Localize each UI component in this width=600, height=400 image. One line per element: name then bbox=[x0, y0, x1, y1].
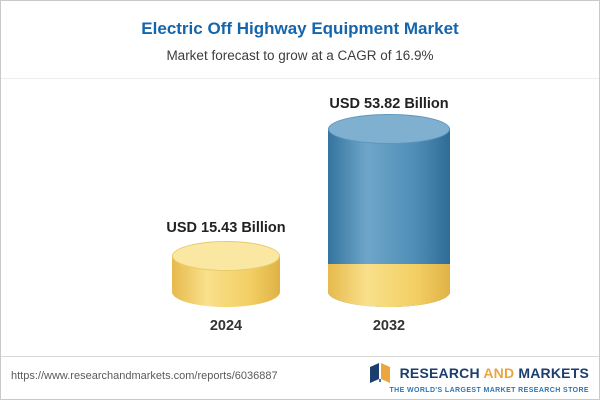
brand-word-markets: MARKETS bbox=[518, 365, 589, 381]
brand-name: RESEARCH AND MARKETS bbox=[400, 365, 589, 381]
x-axis-label-2024: 2024 bbox=[209, 318, 243, 334]
chart-subtitle: Market forecast to grow at a CAGR of 16.… bbox=[166, 48, 434, 63]
cylinder-2032-top bbox=[328, 114, 450, 144]
report-url-link[interactable]: https://www.researchandmarkets.com/repor… bbox=[11, 370, 278, 382]
cylinder-2032-base-segment bbox=[328, 264, 450, 307]
brand-logo: RESEARCH AND MARKETS THE WORLD'S LARGEST… bbox=[368, 361, 589, 394]
bar-2032 bbox=[328, 114, 450, 307]
x-axis-label-2032: 2032 bbox=[372, 318, 406, 334]
cylinder-2024-top bbox=[172, 241, 280, 271]
value-label-2032: USD 53.82 Billion bbox=[329, 96, 449, 112]
brand-logo-icon bbox=[368, 361, 394, 385]
chart-title: Electric Off Highway Equipment Market bbox=[141, 19, 459, 38]
footer: https://www.researchandmarkets.com/repor… bbox=[1, 356, 599, 399]
brand-word-and: AND bbox=[483, 365, 515, 381]
bar-2024 bbox=[172, 241, 280, 307]
value-label-2024: USD 15.43 Billion bbox=[166, 220, 286, 236]
brand-tagline: THE WORLD'S LARGEST MARKET RESEARCH STOR… bbox=[389, 387, 589, 394]
header-divider bbox=[1, 78, 599, 79]
brand-word-research: RESEARCH bbox=[399, 365, 480, 381]
